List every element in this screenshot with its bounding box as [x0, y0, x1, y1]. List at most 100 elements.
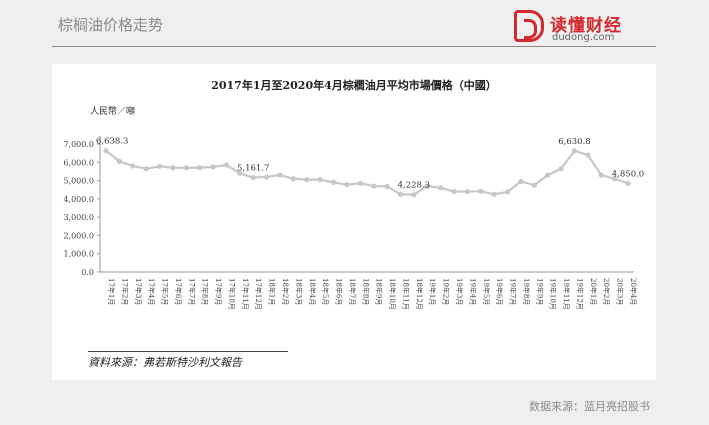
- data-point: [130, 163, 136, 169]
- x-tick-label: 19年1月: [428, 278, 437, 305]
- x-tick-label: 17年11月: [241, 278, 250, 310]
- data-point: [571, 148, 578, 154]
- data-point: [330, 179, 337, 185]
- data-label: 4,228.3: [398, 181, 430, 191]
- x-tick-label: 19年5月: [482, 278, 491, 305]
- x-tick-label: 20年1月: [589, 278, 598, 305]
- brand-name: 读懂财经: [550, 16, 622, 36]
- x-tick-label: 17年7月: [187, 278, 196, 305]
- y-tick-label: 4,000.0: [63, 195, 94, 204]
- data-point: [237, 170, 243, 176]
- data-point: [371, 183, 377, 189]
- x-tick-label: 17年3月: [134, 278, 143, 305]
- data-point: [411, 192, 417, 198]
- x-tick-label: 17年9月: [214, 278, 223, 305]
- data-label: 6,630.8: [558, 137, 590, 147]
- x-tick-label: 19年7月: [509, 278, 518, 305]
- x-tick-label: 19年3月: [455, 278, 464, 305]
- x-tick-label: 20年2月: [602, 278, 611, 305]
- data-point: [183, 165, 189, 171]
- brand-domain: dudong.com: [552, 32, 615, 43]
- data-point: [290, 176, 296, 182]
- x-tick-label: 19年12月: [575, 278, 584, 310]
- data-point: [585, 152, 591, 158]
- header-divider: [52, 46, 656, 47]
- y-tick-label: 0.0: [81, 268, 94, 277]
- brand-mark-icon: [514, 10, 544, 42]
- x-tick-label: 17年2月: [120, 278, 129, 305]
- data-point: [625, 180, 631, 186]
- data-point: [518, 178, 524, 185]
- x-tick-label: 17年6月: [174, 278, 183, 305]
- y-tick-label: 7,000.0: [63, 140, 94, 149]
- chart-source-note: 資料來源：弗若斯特沙利文報告: [88, 356, 242, 369]
- y-tick-label: 3,000.0: [63, 213, 94, 222]
- x-tick-label: 18年12月: [415, 278, 424, 310]
- x-tick-label: 19年8月: [522, 278, 531, 305]
- data-point: [277, 172, 283, 178]
- data-point: [344, 181, 350, 188]
- data-point: [438, 185, 444, 191]
- y-tick-label: 5,000.0: [63, 177, 94, 186]
- line-chart: 2017年1月至2020年4月棕櫚油月平均市場價格（中國） 人民幣／噸 0.0 1,0…: [63, 78, 644, 310]
- data-point: [558, 166, 564, 172]
- brand-logo: 读懂财经 dudong.com: [514, 10, 664, 46]
- data-point: [143, 166, 149, 172]
- data-point: [451, 188, 457, 195]
- x-tick-label: 19年6月: [495, 278, 504, 305]
- y-tick-label: 6,000.0: [63, 158, 94, 167]
- data-point: [250, 175, 256, 181]
- data-point: [223, 162, 230, 168]
- x-tick-label: 17年12月: [254, 278, 263, 310]
- chart-card: 2017年1月至2020年4月棕櫚油月平均市場價格（中國） 人民幣／噸 0.0 1,0…: [52, 64, 656, 380]
- data-point: [357, 180, 363, 186]
- data-label: 4,850.0: [612, 169, 644, 179]
- x-tick-label: 19年10月: [549, 278, 558, 310]
- x-tick-label: 18年10月: [388, 278, 397, 310]
- x-tick-label: 20年3月: [616, 278, 625, 305]
- data-point: [197, 165, 203, 171]
- x-tick-label: 19年11月: [562, 278, 571, 310]
- data-point: [156, 163, 163, 169]
- chart-title: 2017年1月至2020年4月棕櫚油月平均市場價格（中國）: [211, 78, 497, 92]
- x-tick-label: 18年6月: [335, 278, 344, 305]
- x-tick-label: 18年8月: [361, 278, 370, 305]
- data-point: [384, 183, 390, 190]
- y-tick-label: 1,000.0: [63, 250, 94, 259]
- data-point: [491, 191, 497, 197]
- data-point: [545, 172, 551, 178]
- source-divider: [88, 351, 288, 352]
- series-line: [105, 149, 629, 196]
- x-tick-label: 18年3月: [294, 278, 303, 305]
- data-point: [317, 177, 323, 183]
- data-point: [264, 174, 270, 180]
- x-tick-label: 17年8月: [201, 278, 210, 305]
- x-tick-label: 17年4月: [147, 278, 156, 305]
- data-point: [103, 148, 109, 154]
- data-label: 6,638.3: [96, 137, 128, 147]
- data-point: [464, 188, 470, 195]
- x-tick-label: 19年4月: [468, 278, 477, 305]
- y-tick-label: 2,000.0: [63, 231, 94, 240]
- data-point: [116, 158, 122, 164]
- data-point: [397, 191, 404, 197]
- page-title: 棕榈油价格走势: [58, 16, 164, 34]
- x-tick-label: 19年9月: [535, 278, 544, 305]
- x-tick-label: 18年2月: [281, 278, 290, 305]
- data-point: [424, 183, 430, 189]
- y-axis-label: 人民幣／噸: [90, 105, 135, 117]
- footer-source: 数据来源：蓝月亮招股书: [529, 400, 650, 413]
- x-tick-label: 18年9月: [375, 278, 384, 305]
- x-tick-label: 18年1月: [268, 278, 277, 305]
- data-point: [304, 177, 310, 183]
- x-tick-label: 19年2月: [442, 278, 451, 305]
- data-point: [210, 164, 216, 170]
- x-tick-label: 17年1月: [107, 278, 116, 305]
- data-point: [504, 189, 511, 195]
- x-tick-label: 18年4月: [308, 278, 317, 305]
- data-point: [170, 165, 176, 171]
- data-point: [598, 172, 604, 178]
- data-point: [478, 188, 484, 194]
- x-tick-label: 18年7月: [348, 278, 357, 305]
- data-label: 5,161.7: [237, 164, 269, 174]
